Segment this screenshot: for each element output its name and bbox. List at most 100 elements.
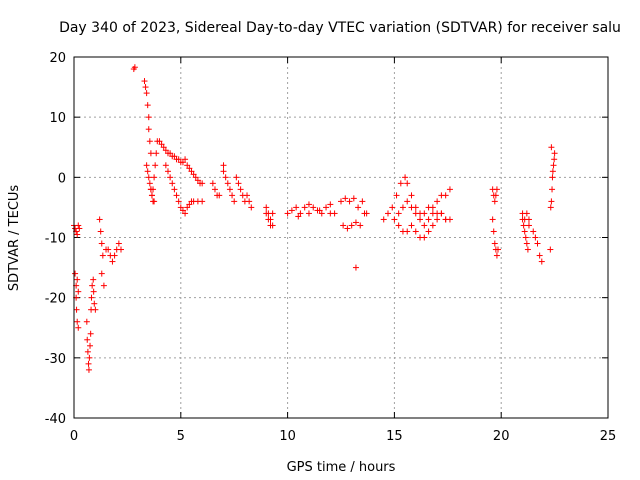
data-point — [199, 180, 206, 187]
data-point — [171, 186, 178, 193]
data-point — [412, 228, 419, 235]
data-point — [493, 186, 500, 193]
data-point — [421, 222, 428, 229]
data-point — [100, 282, 107, 289]
data-point — [226, 186, 233, 193]
data-point — [446, 186, 453, 193]
data-point — [492, 192, 499, 199]
data-point — [550, 162, 557, 169]
data-point — [146, 138, 153, 145]
data-point — [144, 102, 151, 109]
data-point — [142, 84, 149, 91]
data-point — [199, 198, 206, 205]
data-point — [84, 348, 91, 355]
data-point — [182, 210, 189, 217]
data-point — [164, 168, 171, 175]
data-point — [429, 222, 436, 229]
data-point — [75, 288, 82, 295]
data-point — [244, 192, 251, 199]
data-point — [145, 126, 152, 133]
x-tick-label: 0 — [70, 429, 78, 444]
data-point — [109, 258, 116, 265]
data-point — [408, 192, 415, 199]
data-point — [340, 222, 347, 229]
data-point — [305, 210, 312, 217]
data-point — [84, 336, 91, 343]
data-point — [83, 318, 90, 325]
data-point — [549, 174, 556, 181]
data-point — [548, 144, 555, 151]
data-point — [522, 234, 529, 241]
data-point — [523, 240, 530, 247]
data-point — [442, 192, 449, 199]
data-point — [348, 222, 355, 229]
data-point — [352, 219, 359, 226]
data-point — [421, 210, 428, 217]
data-point — [148, 192, 155, 199]
data-point — [267, 222, 274, 229]
data-point — [547, 204, 554, 211]
data-point — [352, 264, 359, 271]
data-point — [177, 204, 184, 211]
data-point — [146, 180, 153, 187]
data-point — [310, 204, 317, 211]
data-point — [220, 162, 227, 169]
data-point — [530, 228, 537, 235]
data-point — [151, 198, 158, 205]
x-tick-label: 25 — [600, 429, 617, 444]
data-point — [184, 204, 191, 211]
data-point — [412, 210, 419, 217]
y-tick-label: -10 — [45, 232, 66, 247]
data-point — [173, 192, 180, 199]
data-point — [147, 186, 154, 193]
data-point — [216, 192, 223, 199]
data-point — [98, 270, 105, 277]
data-point — [548, 198, 555, 205]
data-point — [404, 198, 411, 205]
data-point — [162, 162, 169, 169]
data-point — [327, 201, 334, 208]
data-point — [295, 213, 302, 220]
data-point — [520, 222, 527, 229]
data-point — [524, 246, 531, 253]
data-point — [399, 204, 406, 211]
data-point — [323, 204, 330, 211]
data-point — [521, 228, 528, 235]
data-point — [97, 228, 104, 235]
data-point — [171, 153, 178, 160]
data-point — [179, 159, 186, 166]
data-point — [534, 240, 541, 247]
data-point — [90, 276, 97, 283]
data-point — [491, 240, 498, 247]
data-point — [269, 210, 276, 217]
data-point — [75, 324, 82, 331]
data-point — [316, 207, 323, 214]
data-point — [147, 150, 154, 157]
x-axis-label: GPS time / hours — [287, 460, 396, 475]
data-point — [397, 180, 404, 187]
data-point — [525, 216, 532, 223]
data-point — [88, 294, 95, 301]
data-point — [297, 210, 304, 217]
y-tick-label: -40 — [45, 412, 66, 427]
data-point — [429, 204, 436, 211]
data-point — [87, 342, 94, 349]
data-point — [361, 210, 368, 217]
grid — [74, 57, 608, 418]
data-point — [327, 210, 334, 217]
data-point — [92, 306, 99, 313]
data-point — [224, 180, 231, 187]
data-point — [301, 204, 308, 211]
data-point — [179, 207, 186, 214]
data-point — [76, 225, 83, 232]
data-point — [175, 156, 182, 163]
data-point — [75, 222, 82, 229]
data-point — [99, 252, 106, 259]
data-point — [131, 64, 138, 71]
data-point — [523, 210, 530, 217]
data-point — [494, 246, 501, 253]
data-point — [160, 144, 167, 151]
data-point — [229, 192, 236, 199]
data-point — [442, 216, 449, 223]
data-point — [211, 186, 218, 193]
